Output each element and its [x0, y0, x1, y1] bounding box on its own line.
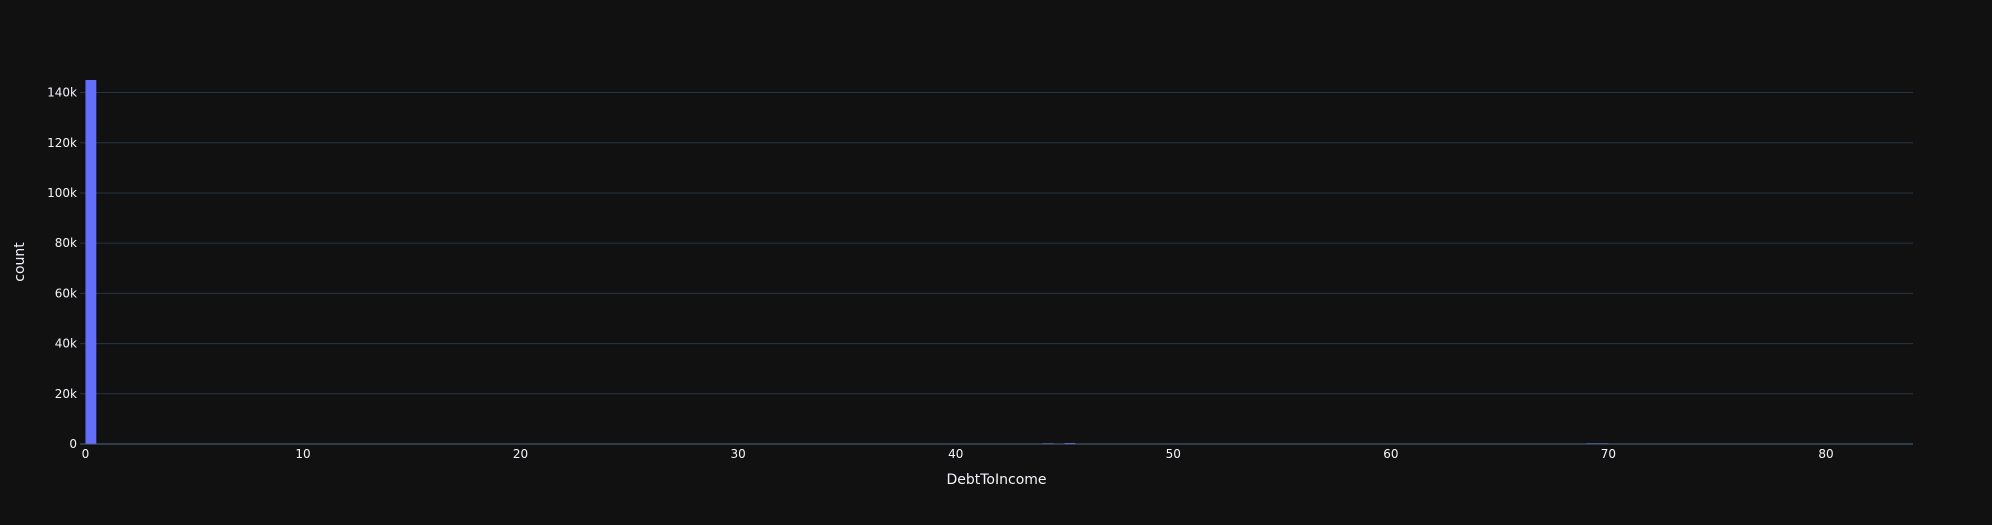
y-tick-label: 40k	[55, 337, 77, 351]
y-tick-label: 0	[69, 437, 77, 451]
x-tick-label: 20	[513, 447, 528, 461]
y-tick-label: 20k	[55, 387, 77, 401]
x-tick-label: 50	[1166, 447, 1181, 461]
x-tick-label: 60	[1383, 447, 1398, 461]
y-tick-label: 100k	[47, 186, 77, 200]
x-tick-label: 10	[295, 447, 310, 461]
x-tick-label: 0	[82, 447, 90, 461]
y-tick-label: 120k	[47, 136, 77, 150]
x-tick-label: 80	[1818, 447, 1833, 461]
y-tick-label: 140k	[47, 86, 77, 100]
y-gridlines	[80, 92, 1913, 395]
x-axis-title: DebtToIncome	[946, 472, 1046, 488]
y-axis-title: count	[12, 242, 28, 282]
y-axis: 0 20k 40k 60k 80k 100k 120k 140k	[47, 86, 77, 451]
x-tick-label: 30	[730, 447, 745, 461]
x-tick-label: 40	[948, 447, 963, 461]
y-tick-label: 60k	[55, 286, 77, 300]
x-axis: 0 10 20 30 40 50 60 70 80	[80, 443, 1913, 461]
y-tick-label: 80k	[55, 236, 77, 250]
histogram-bar	[1064, 442, 1076, 444]
histogram-bar	[85, 80, 97, 444]
x-tick-label: 70	[1601, 447, 1616, 461]
